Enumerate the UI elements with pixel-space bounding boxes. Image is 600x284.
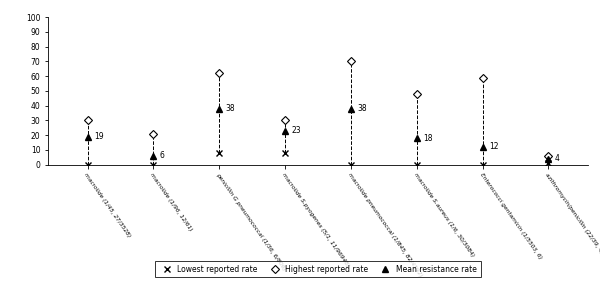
Text: 18: 18 [424,134,433,143]
Text: 6: 6 [160,151,165,160]
Text: 23: 23 [292,126,301,135]
Text: 4: 4 [555,154,560,163]
Text: 12: 12 [489,143,499,151]
Text: 19: 19 [94,132,104,141]
Legend: Lowest reported rate, Highest reported rate, Mean resistance rate: Lowest reported rate, Highest reported r… [155,261,481,277]
Text: 38: 38 [226,104,235,113]
Text: 38: 38 [358,104,367,113]
